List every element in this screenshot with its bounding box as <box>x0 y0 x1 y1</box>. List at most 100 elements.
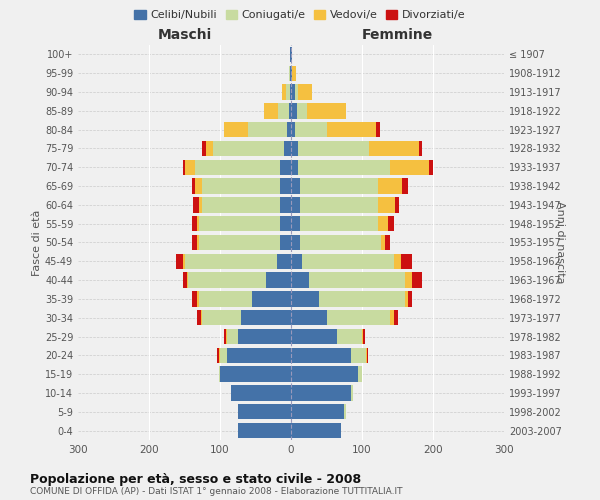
Y-axis label: Fasce di età: Fasce di età <box>32 210 42 276</box>
Bar <box>283 84 291 100</box>
Bar <box>220 348 291 363</box>
Bar <box>290 84 291 100</box>
Bar <box>283 84 291 100</box>
Bar <box>238 404 291 419</box>
Bar <box>195 178 291 194</box>
Bar <box>291 329 362 344</box>
Bar <box>266 272 291 288</box>
Bar <box>291 366 362 382</box>
Bar <box>291 197 395 212</box>
Bar <box>291 254 394 269</box>
Bar <box>289 103 291 118</box>
Bar <box>291 160 433 175</box>
Bar <box>197 235 291 250</box>
Bar <box>202 140 291 156</box>
Bar <box>193 197 291 212</box>
Bar <box>291 254 401 269</box>
Bar <box>238 329 291 344</box>
Bar <box>290 46 291 62</box>
Bar <box>291 423 341 438</box>
Bar <box>238 404 291 419</box>
Bar <box>291 46 292 62</box>
Bar <box>291 235 391 250</box>
Bar <box>291 178 299 194</box>
Bar <box>291 310 398 326</box>
Bar <box>291 122 295 138</box>
Bar <box>291 423 341 438</box>
Bar <box>280 178 291 194</box>
Bar <box>238 423 291 438</box>
Bar <box>218 366 291 382</box>
Bar <box>291 366 362 382</box>
Bar <box>230 386 291 400</box>
Bar <box>202 178 291 194</box>
Text: COMUNE DI OFFIDA (AP) - Dati ISTAT 1° gennaio 2008 - Elaborazione TUTTITALIA.IT: COMUNE DI OFFIDA (AP) - Dati ISTAT 1° ge… <box>30 488 403 496</box>
Bar <box>291 235 299 250</box>
Bar <box>291 386 352 400</box>
Bar <box>291 310 326 326</box>
Bar <box>291 46 292 62</box>
Bar <box>291 329 365 344</box>
Bar <box>291 254 412 269</box>
Bar <box>291 66 292 81</box>
Text: Femmine: Femmine <box>362 28 433 42</box>
Bar <box>277 254 291 269</box>
Bar <box>291 386 353 400</box>
Bar <box>218 348 291 363</box>
Bar <box>291 66 296 81</box>
Bar <box>227 348 291 363</box>
Bar <box>230 386 291 400</box>
Bar <box>280 160 291 175</box>
Bar <box>191 291 291 306</box>
Bar <box>291 84 298 100</box>
Bar <box>289 66 291 81</box>
Bar <box>291 178 403 194</box>
Bar <box>291 216 299 232</box>
Bar <box>291 140 298 156</box>
Bar <box>291 122 326 138</box>
Bar <box>286 84 291 100</box>
Bar <box>291 178 377 194</box>
Bar <box>291 103 346 118</box>
Bar <box>291 386 353 400</box>
Bar <box>280 235 291 250</box>
Bar <box>238 423 291 438</box>
Bar <box>291 46 292 62</box>
Bar <box>230 386 291 400</box>
Bar <box>291 103 346 118</box>
Y-axis label: Anni di nascita: Anni di nascita <box>554 201 565 284</box>
Bar <box>195 160 291 175</box>
Legend: Celibi/Nubili, Coniugati/e, Vedovi/e, Divorziati/e: Celibi/Nubili, Coniugati/e, Vedovi/e, Di… <box>130 6 470 25</box>
Bar <box>291 216 394 232</box>
Bar <box>291 329 364 344</box>
Bar <box>290 66 291 81</box>
Bar <box>206 140 291 156</box>
Bar <box>264 103 291 118</box>
Bar <box>291 122 376 138</box>
Bar <box>224 122 291 138</box>
Bar <box>291 291 319 306</box>
Bar <box>291 140 419 156</box>
Bar <box>291 235 381 250</box>
Bar <box>291 423 341 438</box>
Bar <box>197 216 291 232</box>
Bar <box>218 366 291 382</box>
Bar <box>201 310 291 326</box>
Bar <box>248 122 291 138</box>
Bar <box>291 103 296 118</box>
Bar <box>185 254 291 269</box>
Bar <box>291 254 302 269</box>
Bar <box>191 216 291 232</box>
Bar <box>291 310 391 326</box>
Bar <box>291 66 296 81</box>
Bar <box>197 310 291 326</box>
Bar <box>202 197 291 212</box>
Bar <box>291 348 352 363</box>
Bar <box>199 291 291 306</box>
Bar <box>224 329 291 344</box>
Bar <box>238 404 291 419</box>
Bar <box>238 423 291 438</box>
Bar <box>291 197 377 212</box>
Bar <box>291 84 313 100</box>
Bar <box>291 348 365 363</box>
